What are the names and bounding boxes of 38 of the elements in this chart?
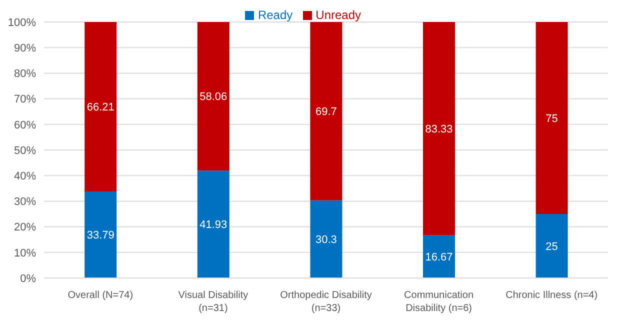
bar	[536, 22, 568, 214]
data-label: 41.93	[200, 219, 228, 232]
bar	[423, 22, 456, 236]
bar	[84, 192, 117, 278]
y-tick-label: 50%	[14, 144, 36, 157]
bar	[197, 22, 230, 171]
y-tick-label: 60%	[14, 119, 36, 132]
y-tick-label: 80%	[14, 68, 36, 80]
y-tick-label: 20%	[14, 222, 36, 234]
bar	[536, 214, 568, 278]
y-tick-label: 10%	[14, 247, 36, 260]
data-label: 30.3	[315, 234, 337, 246]
bar	[310, 22, 342, 200]
bar	[84, 22, 117, 192]
data-label: 33.79	[86, 230, 114, 242]
x-tick-label: Visual Disability (n=31)	[178, 290, 248, 314]
data-label: 16.67	[425, 252, 453, 264]
bar	[310, 200, 342, 278]
y-tick-label: 40%	[14, 170, 36, 183]
data-label: 83.33	[425, 124, 453, 136]
data-label: 69.7	[315, 106, 337, 118]
legend-label: Unready	[316, 8, 362, 22]
data-label: 25	[546, 240, 558, 253]
data-label: 75	[546, 112, 558, 125]
x-tick-label: Overall (N=74)	[68, 290, 134, 301]
data-label: 66.21	[86, 102, 114, 114]
x-tick-label: Orthopedic Disability (n=33)	[280, 290, 372, 314]
y-tick-label: 0%	[20, 272, 36, 285]
y-tick-label: 70%	[14, 94, 36, 106]
bar	[423, 235, 456, 278]
x-tick-label: Chronic Illness (n=4)	[506, 290, 598, 301]
y-tick-label: 90%	[14, 42, 36, 55]
y-tick-label: 100%	[8, 16, 36, 29]
legend-label: Ready	[258, 8, 293, 22]
data-label: 58.06	[200, 91, 228, 104]
bar	[197, 170, 230, 278]
y-tick-label: 30%	[14, 196, 36, 208]
x-tick-label: Communication Disability (n=6)	[404, 290, 474, 314]
